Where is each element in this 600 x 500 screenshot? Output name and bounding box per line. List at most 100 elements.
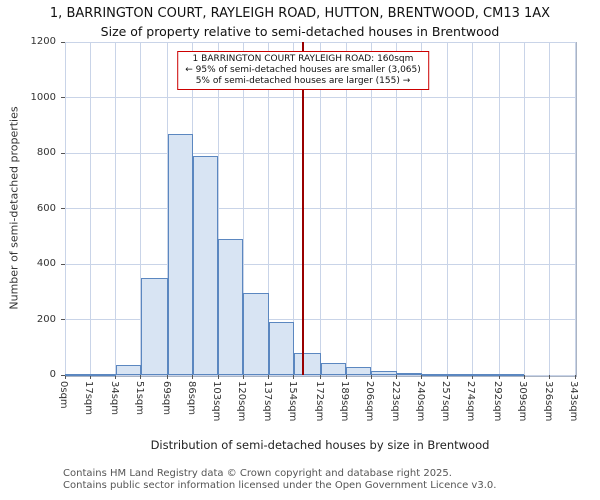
y-tick-label: 1000 — [30, 91, 56, 103]
y-tick-mark — [61, 374, 65, 376]
marker-line — [302, 42, 304, 375]
annotation-line-3: 5% of semi-detached houses are larger (1… — [195, 76, 411, 86]
x-tick-label: 240sqm — [414, 381, 426, 422]
bar — [421, 373, 448, 376]
footer: Contains HM Land Registry data © Crown c… — [63, 468, 593, 491]
x-tick-mark — [320, 375, 322, 379]
footer-line-1: Contains HM Land Registry data © Crown c… — [63, 468, 452, 479]
grid-line-horizontal — [65, 97, 575, 98]
bar — [346, 366, 372, 375]
y-tick-mark — [61, 97, 65, 98]
x-tick-label: 103sqm — [211, 381, 223, 422]
grid-line-vertical — [115, 42, 117, 375]
grid-line-vertical — [471, 42, 473, 375]
chart-title: 1, BARRINGTON COURT, RAYLEIGH ROAD, HUTT… — [49, 6, 551, 21]
x-tick-mark — [192, 375, 194, 379]
y-tick-label: 400 — [36, 258, 56, 269]
x-tick-label: 309sqm — [517, 381, 529, 422]
grid-line-vertical — [446, 42, 448, 375]
bar — [65, 373, 91, 376]
y-tick-mark — [61, 263, 65, 265]
x-tick-mark — [64, 375, 66, 379]
x-tick-mark — [574, 375, 576, 379]
grid-line-vertical — [370, 42, 372, 375]
grid-line-vertical — [498, 42, 500, 375]
bar — [371, 370, 397, 375]
y-tick-mark — [61, 152, 65, 154]
x-tick-mark — [167, 375, 169, 379]
chart-subtitle: Size of property relative to semi-detach… — [100, 24, 500, 39]
annotation-line-1: 1 BARRINGTON COURT RAYLEIGH ROAD: 160sqm — [192, 54, 414, 64]
bar — [140, 277, 168, 375]
annotation-line-2: ← 95% of semi-detached houses are smalle… — [185, 65, 421, 75]
grid-line-vertical — [396, 42, 398, 375]
x-tick-mark — [446, 375, 448, 379]
grid-line-horizontal — [65, 319, 575, 320]
x-tick-mark — [115, 375, 117, 379]
x-tick-mark — [370, 375, 372, 379]
footer-line-2: Contains public sector information licen… — [63, 479, 497, 491]
x-tick-label: 189sqm — [339, 381, 351, 422]
bar — [218, 239, 244, 375]
bar — [90, 373, 116, 376]
bar — [499, 373, 525, 376]
x-tick-mark — [268, 375, 270, 379]
grid-line-vertical — [293, 42, 295, 375]
y-tick-label: 800 — [36, 147, 56, 158]
grid-line-vertical — [140, 42, 142, 375]
y-tick-label: 600 — [36, 202, 56, 214]
bar — [115, 365, 141, 375]
grid-line-vertical — [89, 42, 91, 375]
grid-line-horizontal — [65, 208, 575, 209]
bar — [268, 322, 294, 375]
x-tick-mark — [345, 375, 347, 379]
grid-line-horizontal — [65, 374, 575, 376]
grid-line-vertical — [549, 42, 551, 375]
bar — [293, 352, 321, 375]
grid-line-vertical — [242, 42, 244, 375]
x-tick-mark — [293, 375, 295, 379]
y-tick-mark — [61, 319, 65, 320]
bar — [167, 133, 193, 375]
grid-line-vertical — [64, 42, 66, 375]
x-tick-label: 0sqm — [58, 381, 69, 409]
grid-line-horizontal — [65, 152, 575, 154]
bar — [320, 362, 346, 375]
grid-line-horizontal — [65, 263, 575, 265]
y-tick-label: 0 — [49, 369, 56, 380]
x-tick-mark — [396, 375, 398, 379]
x-tick-mark — [498, 375, 500, 379]
y-axis-label: Number of semi-detached properties — [7, 106, 21, 310]
grid-line-vertical — [320, 42, 322, 375]
x-tick-label: 120sqm — [236, 381, 248, 422]
grid-line-horizontal — [65, 41, 575, 43]
grid-line-vertical — [268, 42, 270, 375]
x-tick-mark — [242, 375, 244, 379]
x-tick-label: 17sqm — [83, 381, 95, 416]
grid-line-vertical — [345, 42, 347, 375]
x-tick-label: 292sqm — [492, 381, 504, 422]
grid-line-vertical — [421, 42, 423, 375]
x-tick-mark — [523, 375, 525, 379]
grid-line-vertical — [217, 42, 219, 375]
x-tick-label: 223sqm — [389, 381, 401, 422]
x-tick-mark — [140, 375, 142, 379]
y-tick-label: 1200 — [30, 36, 56, 47]
x-tick-mark — [217, 375, 219, 379]
y-tick-mark — [61, 208, 65, 209]
x-tick-label: 343sqm — [568, 381, 579, 422]
annotation-box: 1 BARRINGTON COURT RAYLEIGH ROAD: 160sqm… — [177, 51, 429, 90]
x-tick-label: 257sqm — [440, 381, 452, 422]
y-tick-label: 200 — [36, 313, 56, 325]
x-axis-label: Distribution of semi-detached houses by … — [150, 438, 490, 452]
x-tick-mark — [89, 375, 91, 379]
x-tick-label: 326sqm — [542, 381, 554, 422]
grid-line-vertical — [523, 42, 525, 375]
x-tick-label: 69sqm — [160, 381, 172, 416]
x-tick-label: 206sqm — [364, 381, 376, 422]
x-tick-label: 51sqm — [133, 381, 145, 416]
bar — [447, 374, 473, 377]
x-tick-label: 172sqm — [313, 381, 325, 422]
bar — [243, 293, 269, 375]
bar — [472, 374, 500, 377]
